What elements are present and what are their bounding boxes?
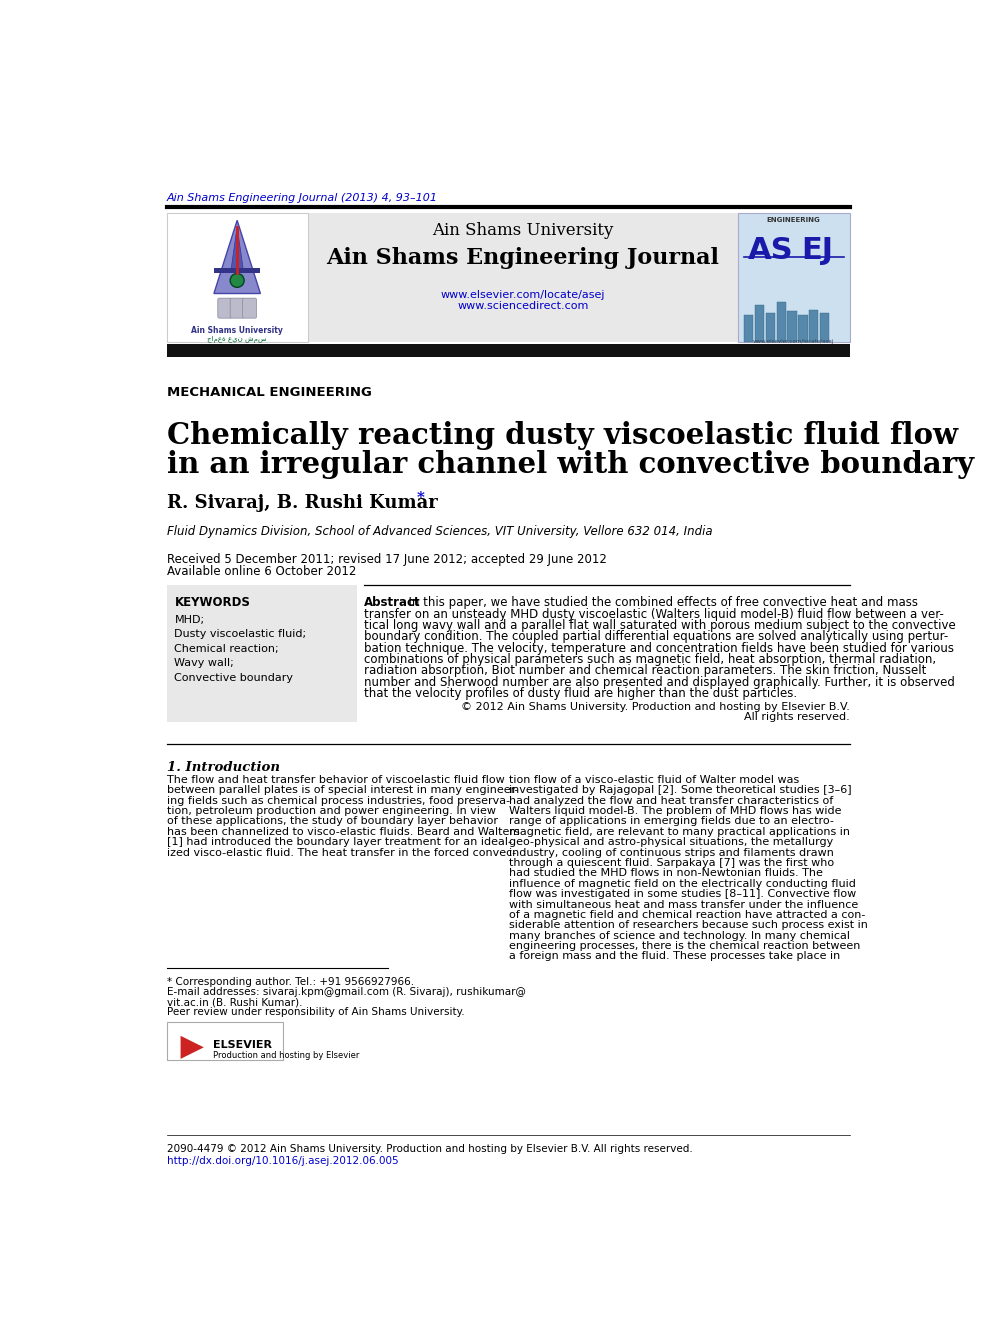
Bar — [755, 306, 764, 343]
Bar — [799, 315, 807, 343]
Bar — [738, 213, 850, 343]
Text: of a magnetic field and chemical reaction have attracted a con-: of a magnetic field and chemical reactio… — [509, 910, 866, 919]
Text: through a quiescent fluid. Sarpakaya [7] was the first who: through a quiescent fluid. Sarpakaya [7]… — [509, 857, 834, 868]
Text: ing fields such as chemical process industries, food preserva-: ing fields such as chemical process indu… — [167, 795, 510, 806]
Text: flow was investigated in some studies [8–11]. Convective flow: flow was investigated in some studies [8… — [509, 889, 856, 900]
Text: Ain Shams University: Ain Shams University — [191, 325, 283, 335]
Bar — [167, 344, 850, 357]
Text: tion, petroleum production and power engineering. In view: tion, petroleum production and power eng… — [167, 806, 496, 816]
Text: combinations of physical parameters such as magnetic field, heat absorption, the: combinations of physical parameters such… — [364, 654, 936, 665]
Text: www.elsevier.com/locate/asej: www.elsevier.com/locate/asej — [753, 339, 834, 344]
Text: Wavy wall;: Wavy wall; — [175, 659, 234, 668]
Text: 2090-4479 © 2012 Ain Shams University. Production and hosting by Elsevier B.V. A: 2090-4479 © 2012 Ain Shams University. P… — [167, 1144, 692, 1155]
Text: that the velocity profiles of dusty fluid are higher than the dust particles.: that the velocity profiles of dusty flui… — [364, 687, 798, 700]
Text: Chemically reacting dusty viscoelastic fluid flow: Chemically reacting dusty viscoelastic f… — [167, 421, 957, 450]
Text: Peer review under responsibility of Ain Shams University.: Peer review under responsibility of Ain … — [167, 1007, 464, 1017]
Text: range of applications in emerging fields due to an electro-: range of applications in emerging fields… — [509, 816, 834, 827]
Bar — [820, 312, 829, 343]
Text: MHD;: MHD; — [175, 615, 204, 624]
Text: boundary condition. The coupled partial differential equations are solved analyt: boundary condition. The coupled partial … — [364, 630, 948, 643]
Text: All rights reserved.: All rights reserved. — [744, 712, 850, 722]
Text: Dusty viscoelastic fluid;: Dusty viscoelastic fluid; — [175, 630, 307, 639]
Text: www.sciencedirect.com: www.sciencedirect.com — [457, 302, 588, 311]
Text: R. Sivaraj, B. Rushi Kumar: R. Sivaraj, B. Rushi Kumar — [167, 493, 443, 512]
Text: tion flow of a visco-elastic fluid of Walter model was: tion flow of a visco-elastic fluid of Wa… — [509, 775, 800, 785]
Text: influence of magnetic field on the electrically conducting fluid: influence of magnetic field on the elect… — [509, 878, 856, 889]
Text: tical long wavy wall and a parallel flat wall saturated with porous medium subje: tical long wavy wall and a parallel flat… — [364, 619, 956, 632]
Text: in an irregular channel with convective boundary: in an irregular channel with convective … — [167, 450, 974, 479]
Text: Fluid Dynamics Division, School of Advanced Sciences, VIT University, Vellore 63: Fluid Dynamics Division, School of Advan… — [167, 525, 712, 538]
FancyBboxPatch shape — [218, 298, 232, 318]
Bar — [167, 1021, 283, 1061]
Polygon shape — [214, 221, 260, 294]
FancyBboxPatch shape — [243, 298, 257, 318]
Text: Walters liquid model-B. The problem of MHD flows has wide: Walters liquid model-B. The problem of M… — [509, 806, 841, 816]
Text: Available online 6 October 2012: Available online 6 October 2012 — [167, 565, 356, 578]
Text: of these applications, the study of boundary layer behavior: of these applications, the study of boun… — [167, 816, 498, 827]
Text: vit.ac.in (B. Rushi Kumar).: vit.ac.in (B. Rushi Kumar). — [167, 998, 303, 1007]
Bar — [308, 213, 738, 343]
Text: Ain Shams Engineering Journal (2013) 4, 93–101: Ain Shams Engineering Journal (2013) 4, … — [167, 193, 437, 204]
Bar — [167, 585, 356, 721]
Text: Received 5 December 2011; revised 17 June 2012; accepted 29 June 2012: Received 5 December 2011; revised 17 Jun… — [167, 553, 606, 566]
FancyBboxPatch shape — [230, 298, 244, 318]
Text: *: * — [417, 491, 425, 504]
Text: number and Sherwood number are also presented and displayed graphically. Further: number and Sherwood number are also pres… — [364, 676, 955, 689]
Bar — [167, 213, 308, 343]
Text: www.elsevier.com/locate/asej: www.elsevier.com/locate/asej — [440, 290, 605, 300]
Text: with simultaneous heat and mass transfer under the influence: with simultaneous heat and mass transfer… — [509, 900, 858, 909]
Polygon shape — [231, 226, 243, 270]
Text: Ain Shams University: Ain Shams University — [433, 222, 613, 239]
Text: ELSEVIER: ELSEVIER — [213, 1040, 272, 1050]
Text: KEYWORDS: KEYWORDS — [175, 597, 250, 609]
Text: Abstract: Abstract — [364, 597, 421, 609]
Circle shape — [230, 274, 244, 287]
Text: [1] had introduced the boundary layer treatment for an ideal-: [1] had introduced the boundary layer tr… — [167, 837, 512, 847]
Polygon shape — [181, 1036, 203, 1058]
Text: Production and hosting by Elsevier: Production and hosting by Elsevier — [213, 1052, 359, 1060]
Text: Ain Shams Engineering Journal: Ain Shams Engineering Journal — [326, 247, 719, 270]
Text: siderable attention of researchers because such process exist in: siderable attention of researchers becau… — [509, 921, 868, 930]
Text: MECHANICAL ENGINEERING: MECHANICAL ENGINEERING — [167, 386, 371, 400]
Text: © 2012 Ain Shams University. Production and hosting by Elsevier B.V.: © 2012 Ain Shams University. Production … — [461, 701, 850, 712]
Text: 1. Introduction: 1. Introduction — [167, 761, 280, 774]
Text: radiation absorption, Biot number and chemical reaction parameters. The skin fri: radiation absorption, Biot number and ch… — [364, 664, 927, 677]
Text: In this paper, we have studied the combined effects of free convective heat and : In this paper, we have studied the combi… — [402, 597, 919, 609]
Text: ENGINEERING: ENGINEERING — [767, 217, 820, 222]
Bar — [214, 269, 260, 273]
Text: had analyzed the flow and heat transfer characteristics of: had analyzed the flow and heat transfer … — [509, 795, 833, 806]
Text: a foreign mass and the fluid. These processes take place in: a foreign mass and the fluid. These proc… — [509, 951, 840, 962]
Bar — [788, 311, 797, 343]
Bar — [777, 302, 786, 343]
Text: http://dx.doi.org/10.1016/j.asej.2012.06.005: http://dx.doi.org/10.1016/j.asej.2012.06… — [167, 1156, 398, 1166]
Text: many branches of science and technology. In many chemical: many branches of science and technology.… — [509, 930, 850, 941]
Text: ized visco-elastic fluid. The heat transfer in the forced convec-: ized visco-elastic fluid. The heat trans… — [167, 848, 516, 857]
Text: between parallel plates is of special interest in many engineer-: between parallel plates is of special in… — [167, 785, 518, 795]
Text: industry, cooling of continuous strips and filaments drawn: industry, cooling of continuous strips a… — [509, 848, 834, 857]
Text: bation technique. The velocity, temperature and concentration fields have been s: bation technique. The velocity, temperat… — [364, 642, 954, 655]
Bar — [766, 312, 775, 343]
Text: جامعة عين شمس: جامعة عين شمس — [207, 336, 267, 343]
Text: The flow and heat transfer behavior of viscoelastic fluid flow: The flow and heat transfer behavior of v… — [167, 775, 504, 785]
Text: Convective boundary: Convective boundary — [175, 673, 294, 683]
Text: magnetic field, are relevant to many practical applications in: magnetic field, are relevant to many pra… — [509, 827, 850, 836]
Text: Chemical reaction;: Chemical reaction; — [175, 644, 279, 654]
Text: E-mail addresses: sivaraj.kpm@gmail.com (R. Sivaraj), rushikumar@: E-mail addresses: sivaraj.kpm@gmail.com … — [167, 987, 526, 998]
Text: * Corresponding author. Tel.: +91 9566927966.: * Corresponding author. Tel.: +91 956692… — [167, 978, 414, 987]
Text: geo-physical and astro-physical situations, the metallurgy: geo-physical and astro-physical situatio… — [509, 837, 833, 847]
Text: investigated by Rajagopal [2]. Some theoretical studies [3–6]: investigated by Rajagopal [2]. Some theo… — [509, 785, 852, 795]
Text: AS: AS — [748, 235, 794, 265]
Text: had studied the MHD flows in non-Newtonian fluids. The: had studied the MHD flows in non-Newtoni… — [509, 868, 823, 878]
Text: transfer on an unsteady MHD dusty viscoelastic (Walters liquid model-B) fluid fl: transfer on an unsteady MHD dusty viscoe… — [364, 607, 944, 620]
Text: EJ: EJ — [801, 235, 833, 265]
Bar — [809, 310, 818, 343]
Text: has been channelized to visco-elastic fluids. Beard and Walters: has been channelized to visco-elastic fl… — [167, 827, 520, 836]
Text: engineering processes, there is the chemical reaction between: engineering processes, there is the chem… — [509, 941, 860, 951]
Bar — [744, 315, 753, 343]
